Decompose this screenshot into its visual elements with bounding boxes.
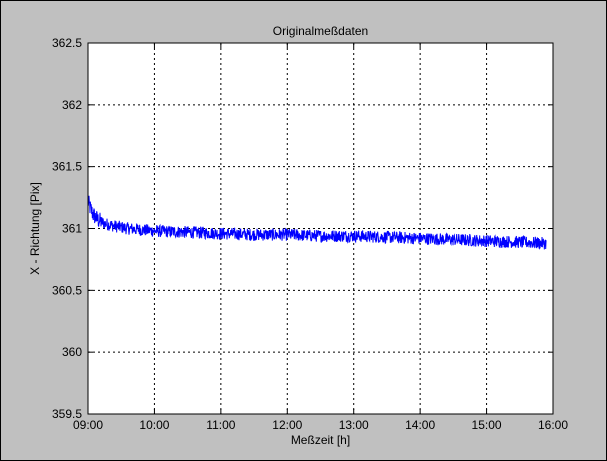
- series-line: [87, 195, 547, 250]
- tick-layer: 09:00 10:00 11:00 12:00 13:00 14:00 15:00 16:00…: [52, 36, 568, 432]
- y-tick-label: 362: [62, 98, 82, 112]
- x-tick-label: 12:00: [272, 418, 302, 432]
- x-axis-label: Meßzeit [h]: [291, 433, 350, 447]
- x-tick-label: 10:00: [139, 418, 169, 432]
- y-tick-label: 359.5: [52, 407, 82, 421]
- x-tick-label: 11:00: [206, 418, 235, 432]
- chart-title: Originalmeßdaten: [273, 24, 368, 38]
- y-axis-label: X - Richtung [Pix]: [28, 182, 42, 275]
- y-tick-label: 362.5: [52, 36, 82, 50]
- x-tick-label: 14:00: [405, 418, 435, 432]
- x-tick-label: 15:00: [472, 418, 502, 432]
- x-tick-label: 13:00: [339, 418, 369, 432]
- x-tick-label: 09:00: [73, 418, 103, 432]
- y-tick-label: 361.5: [52, 160, 82, 174]
- series-layer: [87, 195, 547, 250]
- y-tick-label: 360: [62, 345, 82, 359]
- y-tick-label: 361: [62, 222, 82, 236]
- y-tick-label: 360.5: [52, 283, 82, 297]
- x-tick-label: 16:00: [538, 418, 568, 432]
